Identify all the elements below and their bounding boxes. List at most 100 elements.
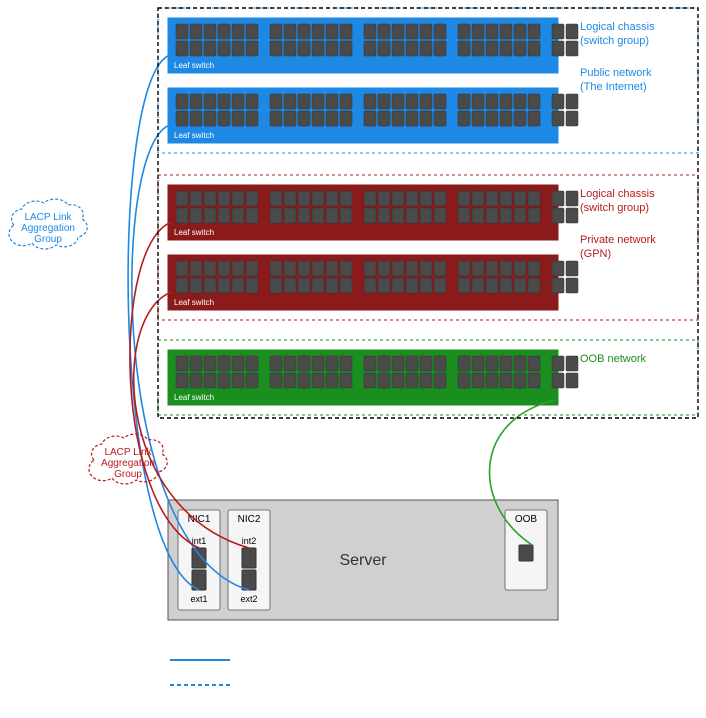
switch-port (514, 373, 526, 388)
switch-port (246, 111, 258, 126)
switch-port (218, 356, 230, 371)
switch-port (420, 24, 432, 39)
switch-port (204, 278, 216, 293)
switch-port (232, 94, 244, 109)
switch-port (326, 278, 338, 293)
switch-port (364, 278, 376, 293)
switch-port (434, 356, 446, 371)
switch-port (232, 24, 244, 39)
switch-port (514, 278, 526, 293)
switch-port (552, 24, 564, 39)
switch-port (246, 261, 258, 276)
switch-port (340, 191, 352, 206)
switch-port (270, 191, 282, 206)
switch-port (500, 261, 512, 276)
switch-port (284, 41, 296, 56)
switch-port (392, 373, 404, 388)
switch-port (326, 373, 338, 388)
switch-port (312, 191, 324, 206)
switch-port (176, 111, 188, 126)
switch-port (364, 41, 376, 56)
switch-port (434, 24, 446, 39)
switch-port (204, 191, 216, 206)
switch-port (406, 94, 418, 109)
group-label: Logical chassis (580, 188, 655, 200)
switch-port (270, 208, 282, 223)
switch-port (246, 24, 258, 39)
switch-port (298, 356, 310, 371)
switch-port (326, 208, 338, 223)
switch-port (566, 373, 578, 388)
switch-port (246, 356, 258, 371)
switch-port (434, 208, 446, 223)
switch-port (434, 94, 446, 109)
switch-port (514, 208, 526, 223)
switch-port (528, 191, 540, 206)
switch-port (406, 41, 418, 56)
switch-port (472, 191, 484, 206)
switch-port (218, 24, 230, 39)
switch-port (364, 111, 376, 126)
group-label: (switch group) (580, 35, 649, 47)
switch-port (514, 24, 526, 39)
switch-port (246, 191, 258, 206)
switch-port (528, 261, 540, 276)
switch-port (458, 373, 470, 388)
switch-port (284, 356, 296, 371)
switch-port (176, 94, 188, 109)
nic-port (242, 548, 256, 568)
switch-port (284, 24, 296, 39)
switch-port (552, 356, 564, 371)
switch-port (246, 373, 258, 388)
switch-port (378, 41, 390, 56)
switch-port (190, 41, 202, 56)
switch-port (190, 261, 202, 276)
switch-port (284, 278, 296, 293)
switch-port (406, 208, 418, 223)
switch-port (458, 191, 470, 206)
port-label: ext2 (240, 594, 257, 604)
switch-port (246, 278, 258, 293)
switch-port (514, 41, 526, 56)
switch-port (566, 261, 578, 276)
switch-port (270, 24, 282, 39)
switch-port (340, 208, 352, 223)
switch-port (232, 278, 244, 293)
switch-port (566, 191, 578, 206)
switch-port (566, 208, 578, 223)
switch-port (472, 373, 484, 388)
switch-port (566, 24, 578, 39)
switch-port (378, 208, 390, 223)
switch-port (472, 208, 484, 223)
nic-label: OOB (515, 514, 538, 525)
switch-port (420, 373, 432, 388)
switch-port (500, 278, 512, 293)
group-label: (The Internet) (580, 81, 647, 93)
switch-port (312, 373, 324, 388)
switch-port (190, 24, 202, 39)
switch-port (458, 41, 470, 56)
switch-port (486, 278, 498, 293)
switch-port (246, 41, 258, 56)
switch-port (472, 94, 484, 109)
group-label: Private network (580, 234, 656, 246)
switch-port (514, 356, 526, 371)
switch-port (458, 278, 470, 293)
cloud-label: Aggregation (21, 223, 75, 234)
switch-port (364, 191, 376, 206)
switch-port (204, 373, 216, 388)
switch-port (204, 356, 216, 371)
switch-port (176, 373, 188, 388)
switch-port (176, 191, 188, 206)
switch-port (528, 356, 540, 371)
switch-port (486, 191, 498, 206)
switch-port (176, 208, 188, 223)
switch-port (514, 191, 526, 206)
switch-port (312, 208, 324, 223)
switch-port (528, 94, 540, 109)
switch-port (218, 261, 230, 276)
switch-port (190, 191, 202, 206)
switch-port (378, 373, 390, 388)
switch-port (392, 111, 404, 126)
switch-port (232, 41, 244, 56)
